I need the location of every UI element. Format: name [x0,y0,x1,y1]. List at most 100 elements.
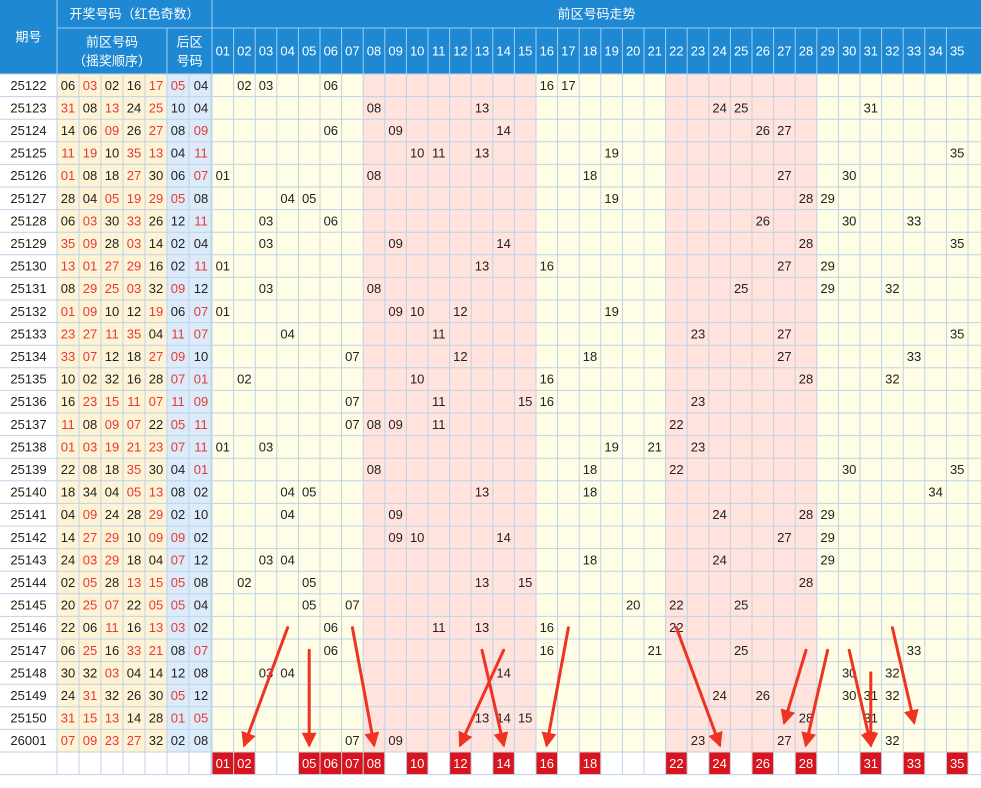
front-number: 27 [83,530,97,545]
front-number: 04 [127,665,141,680]
issue-number: 25122 [10,78,46,93]
trend-number: 18 [583,462,597,477]
issue-number: 25138 [10,439,46,454]
issue-number: 25145 [10,598,46,613]
front-number: 08 [83,417,97,432]
trend-number: 10 [410,304,424,319]
trend-number: 07 [345,598,359,613]
trend-number: 20 [626,598,640,613]
back-number: 11 [171,326,185,341]
front-number: 09 [105,123,119,138]
front-number: 03 [127,281,141,296]
front-number: 32 [105,372,119,387]
trend-column-header: 01 [216,44,230,59]
issue-number: 25144 [10,575,46,590]
back-number: 05 [171,598,185,613]
trend-arrow [458,648,506,748]
trend-number: 14 [496,711,510,726]
front-number: 13 [105,711,119,726]
trend-number: 15 [518,394,532,409]
trend-number: 28 [799,191,813,206]
selected-marker [709,752,730,775]
back-number: 08 [171,123,185,138]
back-number: 07 [194,326,208,341]
trend-column-header: 02 [237,44,251,59]
trend-number: 21 [648,643,662,658]
issue-header: 期号 [15,30,41,45]
trend-number: 29 [820,552,834,567]
trend-number: 09 [388,123,402,138]
back-number: 11 [171,394,185,409]
issue-number: 25131 [10,281,46,296]
back-number: 11 [194,259,208,274]
trend-arrow [890,626,919,726]
front-number: 03 [83,78,97,93]
front-number: 32 [83,665,97,680]
front-number: 30 [149,688,163,703]
selected-number: 14 [496,756,510,771]
trend-column-header: 24 [712,44,726,59]
trend-number: 13 [475,146,489,161]
back-number: 04 [194,236,208,251]
front-number: 34 [83,485,97,500]
trend-number: 35 [950,146,964,161]
trend-column-header: 15 [518,44,532,59]
trend-column-header: 33 [907,44,921,59]
back-number: 12 [194,688,208,703]
front-number: 25 [83,643,97,658]
issue-number: 25136 [10,394,46,409]
trend-number: 32 [885,733,899,748]
trend-number: 33 [907,643,921,658]
trend-number: 07 [345,394,359,409]
front-number: 33 [127,643,141,658]
trend-number: 35 [950,462,964,477]
trend-number: 10 [410,530,424,545]
front-number: 31 [61,711,75,726]
front-number: 14 [149,665,163,680]
back-number: 11 [194,213,208,228]
issue-number: 25150 [10,711,46,726]
trend-number: 02 [237,575,251,590]
back-number: 07 [194,304,208,319]
trend-number: 26 [756,213,770,228]
back-number: 04 [194,78,208,93]
trend-number: 06 [324,620,338,635]
front-number: 03 [83,213,97,228]
trend-number: 13 [475,259,489,274]
issue-number: 25147 [10,643,46,658]
trend-number: 11 [432,394,446,409]
front-number: 25 [83,598,97,613]
issue-number: 25125 [10,146,46,161]
trend-number: 18 [583,349,597,364]
trend-number: 05 [302,598,316,613]
back-number: 12 [171,213,185,228]
front-number: 11 [105,620,119,635]
trend-column-header: 09 [388,44,402,59]
front-number: 27 [127,733,141,748]
selected-number: 01 [216,756,230,771]
front-number: 32 [105,688,119,703]
front-number: 18 [127,552,141,567]
front-number: 10 [61,372,75,387]
trend-number: 21 [648,439,662,454]
front-number: 09 [105,417,119,432]
front-number: 08 [83,462,97,477]
back-number: 07 [171,439,185,454]
front-number: 02 [61,575,75,590]
trend-number: 27 [777,259,791,274]
trend-number: 09 [388,417,402,432]
trend-number: 08 [367,462,381,477]
trend-number: 13 [475,485,489,500]
front-number: 22 [127,598,141,613]
trend-column-header: 26 [756,44,770,59]
back-number: 01 [171,711,185,726]
back-number: 02 [194,485,208,500]
back-number: 01 [194,372,208,387]
issue-number: 26001 [10,733,46,748]
front-number: 17 [149,78,163,93]
selected-marker [342,752,363,775]
front-number: 16 [127,372,141,387]
back-number: 08 [194,665,208,680]
front-number: 19 [149,304,163,319]
trend-column-header: 20 [626,44,640,59]
